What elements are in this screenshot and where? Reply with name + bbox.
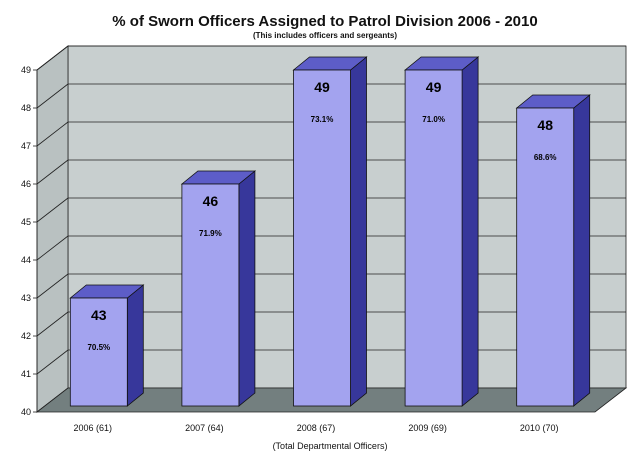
y-tick-label: 42 (21, 331, 31, 341)
gridline-side (36, 197, 69, 223)
bar-value-label: 48 (537, 117, 553, 133)
y-tick-label: 45 (21, 217, 31, 227)
bar: 49 73.1% (292, 56, 368, 407)
chart-title: % of Sworn Officers Assigned to Patrol D… (112, 13, 537, 30)
bar-percent-label: 68.6% (534, 153, 557, 162)
x-axis: 2006 (61) 2007 (64) 2008 (67) 2009 (69) 2010… (74, 423, 559, 433)
gridline-side (36, 45, 69, 71)
x-tick-label: 2009 (69) (408, 423, 447, 433)
y-tick-label: 40 (21, 407, 31, 417)
bar-percent-label: 71.0% (422, 115, 445, 124)
bar: 43 70.5% (69, 284, 145, 407)
bars: 43 70.5% 46 71.9% 49 73.1% 49 71.0% 48 68.6% (69, 56, 591, 407)
y-tick-label: 41 (21, 369, 31, 379)
bar-percent-label: 70.5% (87, 343, 110, 352)
bar-percent-label: 71.9% (199, 229, 222, 238)
bar-percent-label: 73.1% (311, 115, 334, 124)
bar-front (404, 69, 463, 407)
y-tick-label: 44 (21, 255, 31, 265)
gridline-side (36, 159, 69, 185)
bar: 48 68.6% (515, 94, 591, 407)
y-tick-label: 48 (21, 103, 31, 113)
bar-value-label: 49 (314, 79, 330, 95)
bar-front (69, 297, 128, 407)
x-tick-label: 2006 (61) (74, 423, 113, 433)
x-tick-label: 2007 (64) (185, 423, 224, 433)
bar-value-label: 49 (426, 79, 442, 95)
bar-front (293, 69, 351, 407)
gridline-side (36, 235, 69, 261)
bar-side (461, 56, 479, 407)
y-tick-label: 43 (21, 293, 31, 303)
gridline-side (36, 311, 69, 337)
bar: 49 71.0% (403, 56, 480, 407)
bar-front (516, 107, 575, 407)
bar-side (350, 56, 367, 407)
bar-side (126, 284, 144, 407)
bar-side (573, 94, 591, 407)
gridline-side (36, 349, 69, 375)
bar-front (181, 183, 240, 407)
y-tick-label: 49 (21, 65, 31, 75)
y-tick-label: 46 (21, 179, 31, 189)
side-wall (36, 45, 69, 413)
x-axis-title: (Total Departmental Officers) (273, 441, 388, 451)
bar-value-label: 46 (203, 193, 219, 209)
chart-subtitle: (This includes officers and sergeants) (253, 31, 397, 40)
y-axis: 40 41 42 43 44 45 46 47 48 49 (21, 65, 38, 417)
gridline-side (36, 273, 69, 299)
x-tick-label: 2008 (67) (297, 423, 336, 433)
bar: 46 71.9% (180, 170, 257, 407)
bar-value-label: 43 (91, 307, 107, 323)
x-tick-label: 2010 (70) (520, 423, 559, 433)
bar-side (238, 170, 256, 407)
y-tick-label: 47 (21, 141, 31, 151)
gridline-side (36, 121, 69, 147)
gridline-side (36, 83, 69, 109)
